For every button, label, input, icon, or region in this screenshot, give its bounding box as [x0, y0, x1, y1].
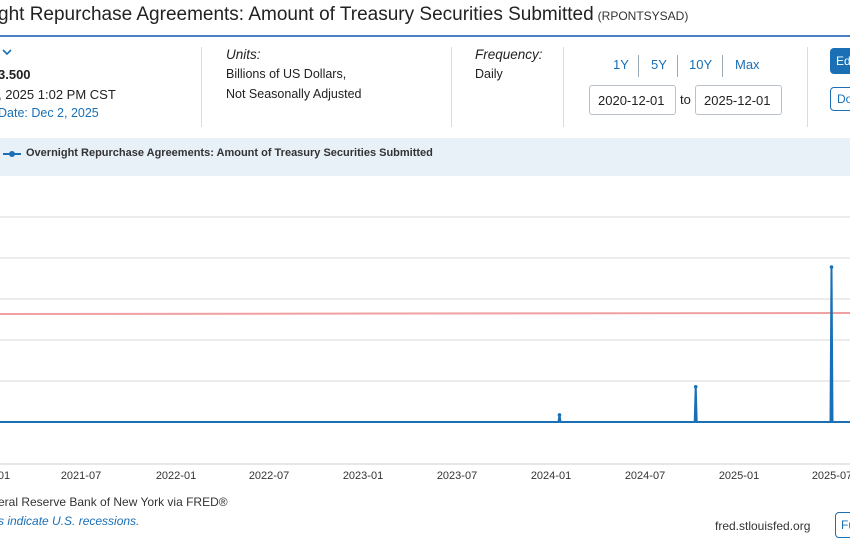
x-tick-label: 2024-01	[530, 470, 572, 482]
x-tick-label: 2023-01	[342, 470, 384, 482]
range-separator	[677, 55, 678, 77]
x-tick-label: 2022-07	[248, 470, 290, 482]
info-divider	[451, 47, 452, 127]
data-point	[693, 384, 698, 389]
series-title-bar: ght Repurchase Agreements: Amount of Tre…	[0, 0, 850, 34]
reference-line	[0, 312, 850, 315]
legend-label: Overnight Repurchase Agreements: Amount …	[26, 147, 433, 159]
source-credit: eral Reserve Bank of New York via FRED®	[0, 495, 228, 509]
date-range-to-label: to	[680, 92, 691, 107]
chart-legend: Overnight Repurchase Agreements: Amount …	[0, 138, 850, 176]
recession-note[interactable]: s indicate U.S. recessions.	[0, 514, 140, 528]
x-tick-label: 2025-01	[718, 470, 760, 482]
info-divider	[807, 47, 808, 127]
x-tick-label: 2022-01	[155, 470, 197, 482]
range-button-max[interactable]: Max	[735, 57, 760, 72]
observation-date: , 2025 1:02 PM CST	[0, 87, 116, 102]
site-url: fred.stlouisfed.org	[715, 519, 811, 533]
range-button-5y[interactable]: 5Y	[651, 57, 667, 72]
x-tick-label: 2024-07	[624, 470, 666, 482]
updated-date: Date: Dec 2, 2025	[0, 106, 99, 120]
chevron-down-icon[interactable]	[2, 47, 12, 57]
x-tick-label: 2021-07	[60, 470, 102, 482]
title-divider	[0, 35, 850, 37]
chart-plot-area[interactable]	[0, 176, 850, 466]
data-point	[557, 413, 562, 417]
range-separator	[638, 55, 639, 77]
x-tick-label: 01	[0, 470, 11, 482]
data-point	[829, 265, 834, 269]
series-info-panel: 3.500 , 2025 1:02 PM CST Date: Dec 2, 20…	[0, 37, 850, 137]
end-date-input[interactable]	[695, 85, 782, 115]
page-title: ght Repurchase Agreements: Amount of Tre…	[0, 4, 688, 26]
observation-value: 3.500	[0, 67, 31, 82]
series-title: ght Repurchase Agreements: Amount of Tre…	[0, 4, 594, 25]
x-tick-label: 2023-07	[436, 470, 478, 482]
frequency-value: Daily	[475, 67, 503, 81]
units-heading: Units:	[226, 47, 261, 62]
range-separator	[722, 55, 723, 77]
series-line	[0, 266, 850, 423]
download-button[interactable]: Do	[830, 87, 850, 111]
edit-graph-button[interactable]: Ed	[830, 48, 850, 74]
range-button-1y[interactable]: 1Y	[613, 57, 629, 72]
range-button-10y[interactable]: 10Y	[689, 57, 713, 72]
info-divider	[201, 47, 202, 127]
units-line-1: Billions of US Dollars,	[226, 67, 347, 81]
series-id: (RPONTSYSAD)	[597, 9, 689, 23]
frequency-heading: Frequency:	[475, 47, 543, 62]
info-divider	[563, 47, 564, 127]
fullscreen-button[interactable]: Fu	[835, 512, 850, 538]
units-line-2: Not Seasonally Adjusted	[226, 87, 362, 101]
legend-marker-icon	[9, 151, 15, 157]
x-tick-label: 2025-07	[811, 470, 850, 482]
start-date-input[interactable]	[589, 85, 676, 115]
